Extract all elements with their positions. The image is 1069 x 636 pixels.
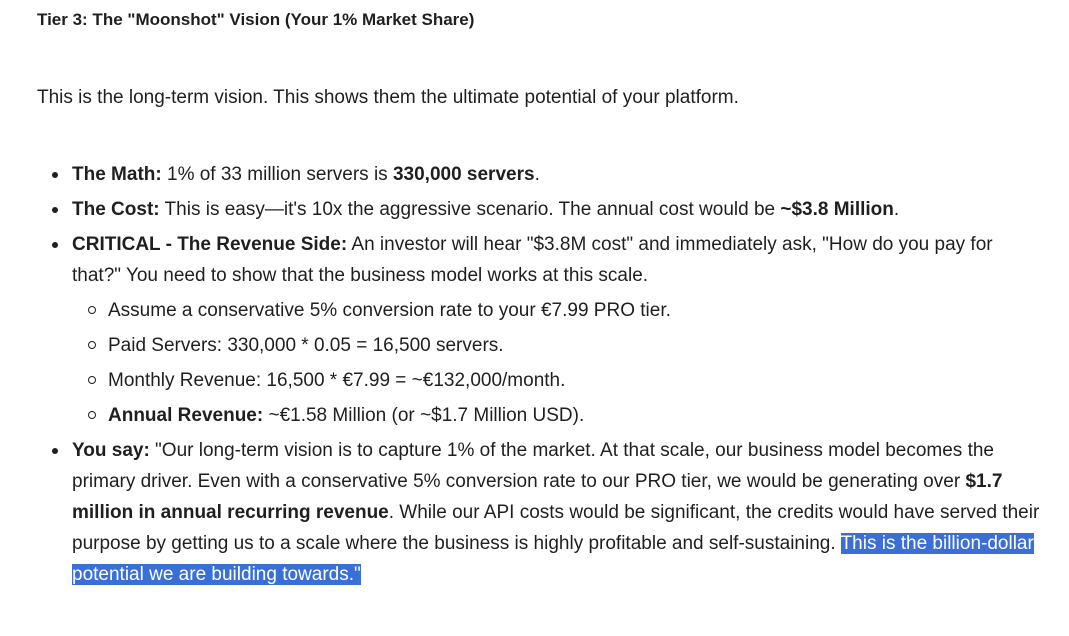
math-label: The Math: (72, 164, 162, 185)
annual-text: ~€1.58 Million (or ~$1.7 Million USD). (263, 405, 585, 426)
say-bold: $1.7 million in annual recurring revenue (72, 471, 1003, 523)
critical-label: CRITICAL - The Revenue Side: (72, 234, 348, 255)
sub-item-annual: Annual Revenue: ~€1.58 Million (or ~$1.7… (88, 400, 1045, 431)
list-item-math: The Math: 1% of 33 million servers is 33… (52, 159, 1045, 190)
cost-label: The Cost: (72, 199, 160, 220)
annual-label: Annual Revenue: (108, 405, 264, 426)
sub-item-assume: Assume a conservative 5% conversion rate… (88, 295, 1045, 326)
bullet-list: The Math: 1% of 33 million servers is 33… (0, 159, 1045, 594)
cost-bold: ~$3.8 Million (780, 199, 894, 220)
sub-item-paid: Paid Servers: 330,000 * 0.05 = 16,500 se… (88, 330, 1045, 361)
math-text: 1% of 33 million servers is (161, 164, 393, 185)
list-item-cost: The Cost: This is easy—it's 10x the aggr… (52, 194, 1045, 225)
say-text-1: "Our long-term vision is to capture 1% o… (72, 440, 994, 492)
say-label: You say: (72, 440, 150, 461)
say-text-2: . While our API costs would be significa… (72, 502, 1040, 554)
sub-list: Assume a conservative 5% conversion rate… (72, 295, 1045, 431)
cost-end: . (893, 199, 900, 220)
sub-item-monthly: Monthly Revenue: 16,500 * €7.99 = ~€132,… (88, 365, 1045, 396)
critical-text: An investor will hear "$3.8M cost" and i… (72, 234, 993, 286)
cost-text: This is easy—it's 10x the aggressive sce… (159, 199, 781, 220)
list-item-critical: CRITICAL - The Revenue Side: An investor… (52, 229, 1045, 431)
math-bold: 330,000 servers (392, 164, 535, 185)
intro-paragraph: This is the long-term vision. This shows… (37, 87, 739, 108)
list-item-say: You say: "Our long-term vision is to cap… (52, 435, 1045, 590)
math-end: . (534, 164, 540, 185)
section-heading: Tier 3: The "Moonshot" Vision (Your 1% M… (37, 10, 475, 29)
